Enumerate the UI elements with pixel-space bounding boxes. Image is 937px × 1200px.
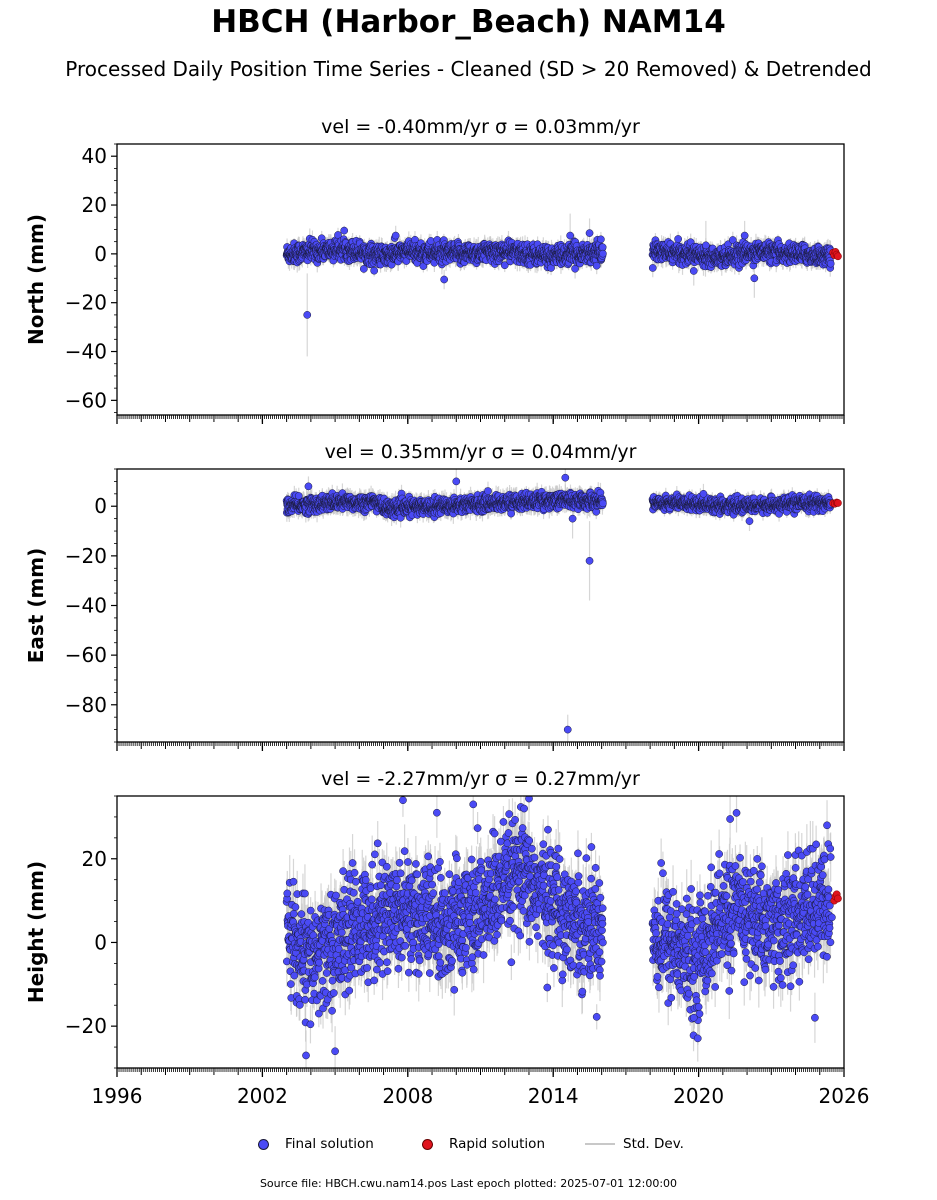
final-point (702, 241, 710, 250)
y-tick-label: −60 (65, 388, 107, 412)
final-point (359, 265, 368, 273)
data-layer (282, 213, 842, 357)
y-tick-label: 0 (94, 242, 107, 266)
y-tick-label: 40 (82, 144, 107, 168)
final-point (440, 275, 448, 284)
rapid-point (834, 252, 842, 261)
final-point (599, 249, 607, 258)
y-axis-label: East (mm) (24, 548, 48, 664)
final-point (689, 267, 698, 275)
final-point (750, 274, 759, 283)
figure-subtitle: Processed Daily Position Time Series - C… (65, 57, 872, 81)
final-point (500, 261, 509, 270)
figure-title: HBCH (Harbor_Beach) NAM14 (211, 4, 726, 40)
y-tick-label: −20 (65, 291, 107, 315)
final-points (282, 226, 835, 319)
final-point (340, 226, 349, 235)
plot-frame (116, 143, 845, 416)
final-point (391, 231, 400, 240)
data-layer (282, 469, 842, 742)
stddev-bars (286, 213, 832, 357)
panel-title: vel = -0.40mm/yr σ = 0.03mm/yr (321, 116, 640, 138)
final-point (674, 235, 682, 243)
final-point (597, 235, 605, 244)
final-point (585, 229, 594, 237)
y-tick-label: −40 (65, 340, 107, 364)
panel-title: vel = 0.35mm/yr σ = 0.04mm/yr (325, 441, 637, 463)
final-point (566, 231, 575, 240)
final-point (740, 231, 749, 240)
final-point (303, 311, 312, 319)
y-axis-label: North (mm) (24, 214, 48, 345)
y-tick-label: 20 (82, 193, 107, 217)
final-point (826, 259, 835, 268)
final-point (370, 266, 379, 275)
final-point (598, 243, 607, 252)
final-point (592, 261, 601, 270)
final-point (427, 237, 435, 245)
final-point (334, 231, 342, 239)
final-point (648, 264, 657, 272)
panel-north: vel = -0.40mm/yr σ = 0.03mm/yr North (mm)… (24, 116, 845, 424)
